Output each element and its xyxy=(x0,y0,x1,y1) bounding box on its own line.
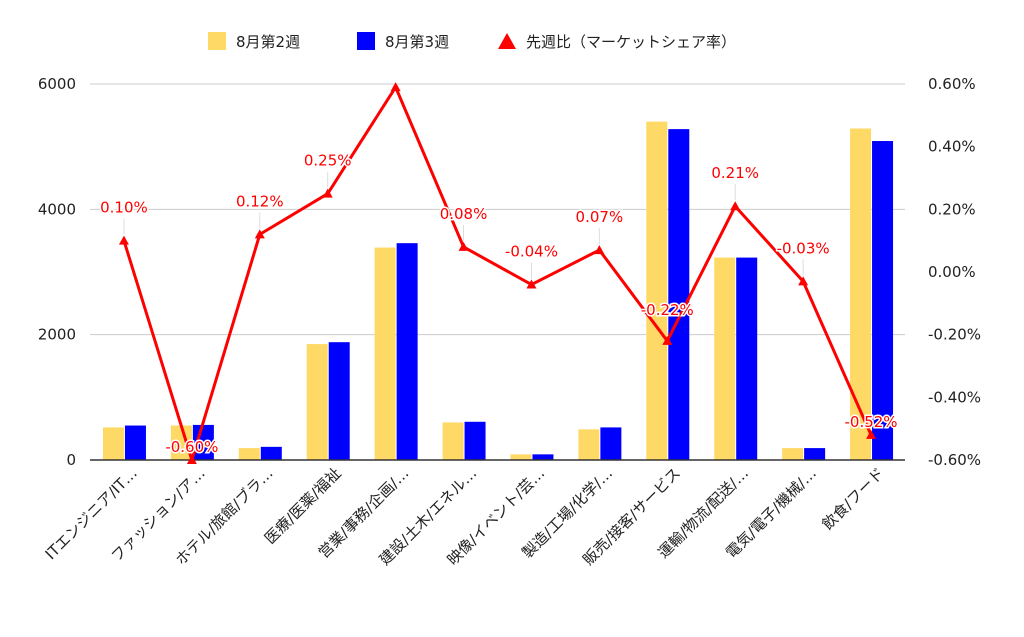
bar-week2 xyxy=(442,422,464,460)
bar-week3 xyxy=(124,425,146,460)
share-data-label: 0.10% xyxy=(100,199,148,217)
bar-week2 xyxy=(850,128,872,460)
bar-week3 xyxy=(804,448,826,460)
bar-week3 xyxy=(600,427,622,460)
bars xyxy=(102,121,894,460)
legend: 8月第2週 8月第3週 先週比（マーケットシェア率） xyxy=(208,32,736,51)
share-data-label: -0.52% xyxy=(845,413,898,431)
share-data-label: 0.12% xyxy=(236,192,284,210)
left-axis-tick-label: 0 xyxy=(66,451,76,469)
share-point-marker xyxy=(322,188,333,198)
legend-week2-swatch xyxy=(208,32,226,50)
share-point-marker xyxy=(254,229,265,239)
share-point-marker xyxy=(458,241,469,251)
bar-week3 xyxy=(668,129,690,460)
legend-week2-label: 8月第2週 xyxy=(236,33,300,51)
bar-week3 xyxy=(192,424,214,460)
left-axis-tick-label: 6000 xyxy=(38,75,76,93)
bar-week3 xyxy=(872,141,894,460)
share-data-label: 0.08% xyxy=(440,205,488,223)
bar-week2 xyxy=(782,448,804,460)
bar-week3 xyxy=(736,257,758,460)
share-data-label: -0.04% xyxy=(505,243,558,261)
legend-week3-swatch xyxy=(357,32,375,50)
right-axis-tick-label: -0.60% xyxy=(928,451,981,469)
share-point-marker xyxy=(730,201,741,211)
share-data-label: -0.22% xyxy=(641,301,694,319)
bar-week2 xyxy=(374,247,396,460)
bar-week2 xyxy=(510,454,532,460)
bar-week3 xyxy=(532,454,554,460)
legend-share-swatch xyxy=(498,33,516,49)
share-point-marker xyxy=(186,455,197,464)
right-axis-tick-label: 0.20% xyxy=(928,200,976,218)
bar-week3 xyxy=(260,446,282,460)
bar-week2 xyxy=(646,121,668,460)
bar-week2 xyxy=(714,257,736,460)
right-axis-tick-label: -0.20% xyxy=(928,326,981,344)
left-axis-tick-label: 2000 xyxy=(38,326,76,344)
share-point-marker xyxy=(526,279,537,289)
share-data-label: 0.07% xyxy=(576,208,624,226)
share-point-marker xyxy=(390,82,401,92)
bar-week2 xyxy=(578,429,600,460)
bar-week2 xyxy=(238,448,260,460)
share-point-marker xyxy=(594,245,605,255)
right-axis-tick-label: -0.40% xyxy=(928,388,981,406)
share-point-marker xyxy=(798,276,809,286)
axes: 0 2000 4000 6000 -0.60% -0.40% -0.20% 0.00% 0.20… xyxy=(38,75,981,569)
bar-week3 xyxy=(328,342,350,460)
legend-week3-label: 8月第3週 xyxy=(385,33,449,51)
category-label: 飲食/フード xyxy=(819,464,888,533)
share-data-label: -0.03% xyxy=(777,239,830,257)
left-axis-tick-label: 4000 xyxy=(38,200,76,218)
data-labels: 0.10% -0.60% 0.12% 0.25% 0.08% -0.04% 0.07% -0.… xyxy=(99,150,899,457)
bar-week2 xyxy=(102,427,124,460)
legend-share-label: 先週比（マーケットシェア率） xyxy=(526,33,736,51)
gridlines xyxy=(90,83,905,336)
share-line xyxy=(118,82,877,464)
share-point-marker xyxy=(662,335,673,345)
right-axis-tick-label: 0.40% xyxy=(928,138,976,156)
share-point-marker xyxy=(118,235,129,245)
bar-week3 xyxy=(464,421,486,460)
share-line-path xyxy=(122,85,873,462)
bar-week2 xyxy=(170,425,192,460)
right-axis-tick-label: 0.00% xyxy=(928,263,976,281)
share-data-label: 0.25% xyxy=(304,152,352,170)
right-axis-tick-label: 0.60% xyxy=(928,75,976,93)
share-data-label: -0.60% xyxy=(165,438,218,456)
share-data-label: 0.21% xyxy=(711,164,759,182)
share-point-marker xyxy=(866,429,877,439)
bar-week2 xyxy=(306,344,328,460)
bar-week3 xyxy=(396,243,418,460)
